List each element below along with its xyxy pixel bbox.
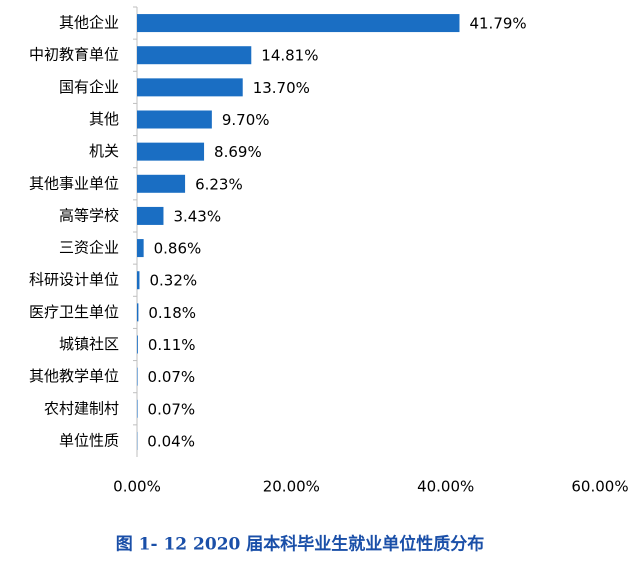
value-label: 0.07% [148,400,196,418]
value-label: 41.79% [469,15,526,33]
y-tick-label: 其他事业单位 [29,174,119,192]
bar [137,335,138,354]
value-label: 13.70% [253,79,310,97]
y-tick-label: 科研设计单位 [29,271,119,289]
value-label: 0.11% [148,336,196,354]
value-label: 0.18% [148,304,196,322]
bar [137,46,252,65]
bar [137,399,138,418]
x-tick-label: 0.00% [113,478,161,496]
bar [137,239,144,258]
y-tick-label: 中初教育单位 [29,46,119,64]
bar [137,14,460,33]
value-label: 9.70% [222,111,270,129]
y-tick-label: 其他企业 [59,14,119,32]
y-tick-label: 高等学校 [59,206,119,224]
value-label: 8.69% [214,143,262,161]
value-label: 0.32% [149,272,197,290]
bar [137,78,243,97]
bar [137,303,139,322]
x-tick-label: 40.00% [417,478,474,496]
y-tick-label: 其他 [89,110,119,128]
y-tick-label: 医疗卫生单位 [29,303,119,321]
value-label: 0.07% [148,368,196,386]
y-tick-label: 三资企业 [59,239,119,257]
value-label: 3.43% [173,207,221,225]
bar [137,174,186,193]
value-label: 0.86% [154,240,202,258]
y-tick-label: 农村建制村 [44,399,119,417]
chart-caption: 图 1- 12 2020 届本科毕业生就业单位性质分布 [116,534,485,555]
bar [137,367,138,386]
value-label: 6.23% [195,175,243,193]
bar [137,110,212,129]
bar [137,271,140,290]
x-tick-label: 20.00% [263,478,320,496]
value-label: 0.04% [147,432,195,450]
y-tick-label: 机关 [89,142,119,160]
y-tick-label: 城镇社区 [59,335,119,353]
bar [137,142,205,161]
bar [137,206,164,225]
y-tick-label: 单位性质 [59,431,119,449]
x-tick-label: 60.00% [571,478,628,496]
y-tick-label: 国有企业 [59,78,119,96]
y-tick-label: 其他教学单位 [29,367,119,385]
value-label: 14.81% [261,47,318,65]
